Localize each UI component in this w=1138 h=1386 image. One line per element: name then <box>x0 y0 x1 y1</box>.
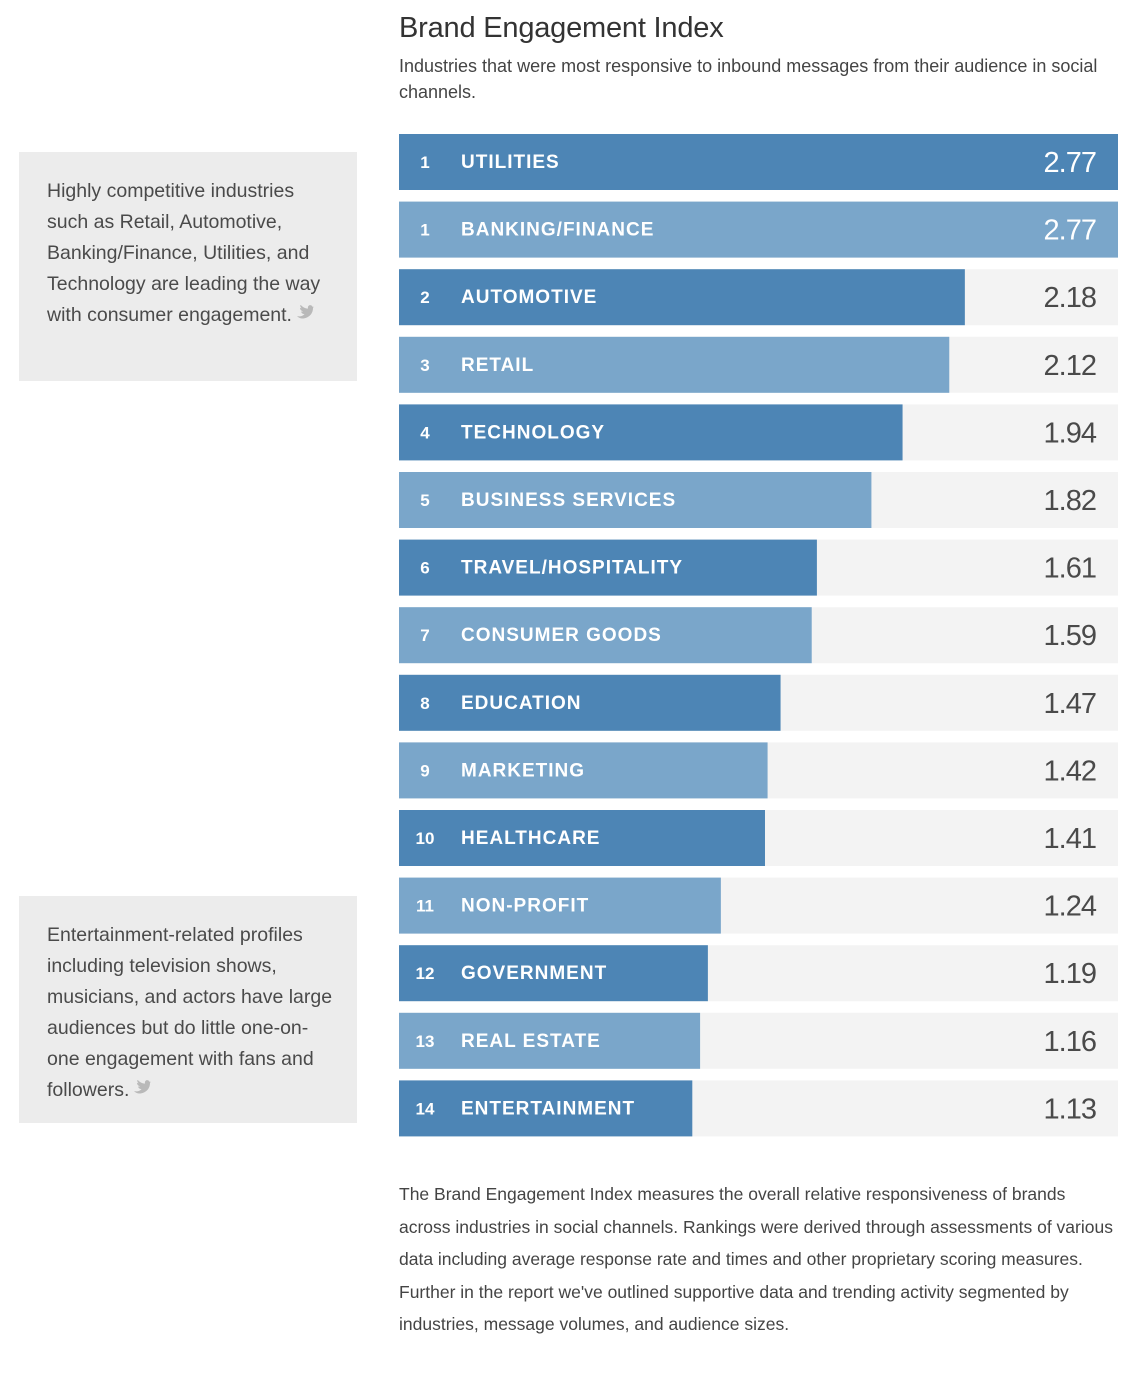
bar <box>399 742 768 799</box>
bar <box>399 607 812 664</box>
bar <box>399 539 817 596</box>
bar-rank: 11 <box>416 897 434 916</box>
bar-rank: 2 <box>420 288 429 307</box>
bar <box>399 945 708 1002</box>
bar-label: UTILITIES <box>461 152 560 173</box>
bar-value: 1.24 <box>1044 891 1097 923</box>
bar-rank: 13 <box>416 1032 435 1051</box>
bar-value: 2.77 <box>1044 215 1096 247</box>
bar <box>399 472 872 528</box>
bar-label: NON-PROFIT <box>461 896 589 917</box>
engagement-bar-chart: 1 UTILITIES 2.77 1 BANKING/FINANCE 2.77 2 AUTOM… <box>399 134 1118 1137</box>
bar-row: 13 REAL ESTATE 1.16 <box>399 1012 1118 1069</box>
bar-row: 7 CONSUMER GOODS 1.59 <box>399 607 1118 664</box>
bar-rank: 14 <box>416 1099 435 1118</box>
callout-box-entertainment: Entertainment-related profiles including… <box>19 896 357 1123</box>
bar-value: 1.82 <box>1044 485 1096 517</box>
bar-value: 1.41 <box>1044 823 1096 855</box>
bar-rank: 10 <box>416 829 435 848</box>
bar-label: REAL ESTATE <box>461 1031 601 1052</box>
bar-label: CONSUMER GOODS <box>461 625 662 646</box>
bar-value: 1.16 <box>1044 1026 1096 1058</box>
bar-rank: 6 <box>420 559 429 578</box>
bar-row: 6 TRAVEL/HOSPITALITY 1.61 <box>399 539 1118 596</box>
bar-value: 1.94 <box>1044 417 1097 449</box>
chart-subtitle: Industries that were most responsive to … <box>399 56 1098 102</box>
bar-label: TRAVEL/HOSPITALITY <box>461 558 683 579</box>
bar-value: 1.59 <box>1044 620 1096 652</box>
bar <box>399 674 781 731</box>
callout-text: Entertainment-related profiles including… <box>47 924 333 1101</box>
bar-label: AUTOMOTIVE <box>461 287 597 308</box>
bar-label: BUSINESS SERVICES <box>461 490 676 511</box>
bar-rank: 5 <box>420 491 429 510</box>
bar-label: RETAIL <box>461 355 534 376</box>
bar-value: 2.18 <box>1044 282 1096 314</box>
bar-rank: 7 <box>420 626 429 645</box>
bar <box>399 134 1118 190</box>
tweet-share-icon[interactable] <box>133 1073 152 1104</box>
bar-value: 2.77 <box>1044 147 1096 179</box>
bar-value: 1.47 <box>1044 688 1096 720</box>
bar-row: 1 BANKING/FINANCE 2.77 <box>399 201 1118 258</box>
bar-rank: 1 <box>420 153 429 172</box>
bar-row: 11 NON-PROFIT 1.24 <box>399 877 1118 934</box>
bar-row: 3 RETAIL 2.12 <box>399 336 1118 393</box>
bar-label: EDUCATION <box>461 693 582 714</box>
bar-label: BANKING/FINANCE <box>461 220 654 241</box>
bar-row: 9 MARKETING 1.42 <box>399 742 1118 799</box>
bar-row: 10 HEALTHCARE 1.41 <box>399 810 1118 866</box>
bar-rank: 12 <box>416 964 435 983</box>
bar <box>399 877 721 934</box>
bar-label: HEALTHCARE <box>461 828 600 849</box>
bar <box>399 269 965 326</box>
bar-row: 1 UTILITIES 2.77 <box>399 134 1118 190</box>
bar-label: TECHNOLOGY <box>461 422 605 443</box>
bar-row: 8 EDUCATION 1.47 <box>399 674 1118 731</box>
bar-value: 1.42 <box>1044 755 1096 787</box>
bar <box>399 404 903 461</box>
bar-label: MARKETING <box>461 760 585 781</box>
bar <box>399 1012 701 1069</box>
callout-text: Highly competitive industries such as Re… <box>47 180 321 326</box>
tweet-share-icon[interactable] <box>296 298 314 329</box>
bar-rank: 3 <box>420 356 429 375</box>
bar-rank: 9 <box>420 761 429 780</box>
bar-rank: 1 <box>420 221 429 240</box>
bar-value: 1.19 <box>1044 958 1096 990</box>
callout-box-competitive: Highly competitive industries such as Re… <box>19 152 357 381</box>
bar-value: 1.61 <box>1044 553 1096 585</box>
bar-row: 14 ENTERTAINMENT 1.13 <box>399 1080 1118 1137</box>
bar-row: 5 BUSINESS SERVICES 1.82 <box>399 472 1118 528</box>
bar <box>399 1080 693 1137</box>
bar-value: 2.12 <box>1044 350 1096 382</box>
bar-row: 12 GOVERNMENT 1.19 <box>399 945 1118 1002</box>
bar-value: 1.13 <box>1044 1093 1096 1125</box>
bar-label: GOVERNMENT <box>461 963 607 984</box>
chart-title: Brand Engagement Index <box>399 12 724 44</box>
bar-rank: 8 <box>420 694 429 713</box>
bar-rank: 4 <box>420 423 430 442</box>
bar-row: 2 AUTOMOTIVE 2.18 <box>399 269 1118 326</box>
bar <box>399 201 1118 258</box>
bar-row: 4 TECHNOLOGY 1.94 <box>399 404 1118 461</box>
methodology-footnote: The Brand Engagement Index measures the … <box>399 1184 1113 1334</box>
bar-label: ENTERTAINMENT <box>461 1098 635 1119</box>
bar <box>399 336 950 393</box>
bar <box>399 810 765 866</box>
